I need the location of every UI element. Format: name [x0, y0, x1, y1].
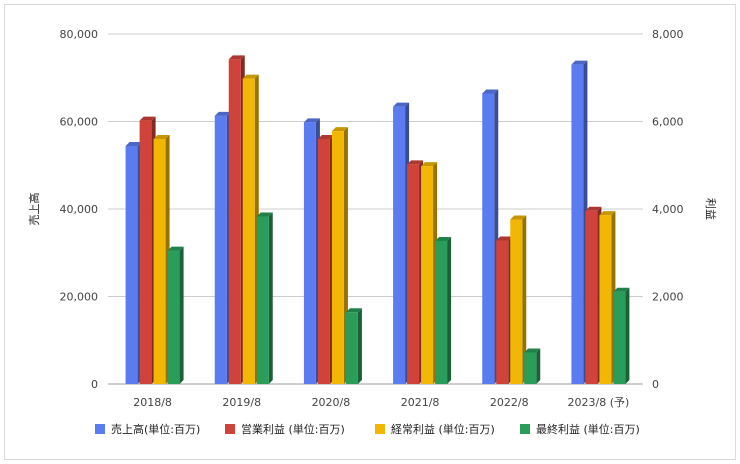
x-tick-label: 2022/8	[490, 396, 529, 409]
bar	[317, 135, 334, 384]
bar	[167, 246, 184, 384]
x-tick-label: 2018/8	[133, 396, 172, 409]
bar	[613, 287, 630, 384]
bar	[303, 118, 320, 384]
legend: 売上高(単位:百万) 営業利益 (単位:百万) 経常利益 (単位:百万) 最終利益 (…	[95, 422, 640, 436]
y2-tick-label: 2,000	[652, 291, 684, 304]
y2-axis-title: 利益	[704, 198, 718, 220]
x-tick-label: 2021/8	[401, 396, 440, 409]
legend-label: 売上高(単位:百万)	[111, 422, 200, 436]
bar	[139, 116, 156, 384]
gridlines	[108, 33, 643, 385]
bar	[524, 348, 541, 384]
legend-label: 最終利益 (単位:百万)	[536, 422, 640, 436]
bar	[256, 212, 273, 384]
y-tick-label: 60,000	[60, 116, 99, 129]
bar	[228, 55, 245, 384]
legend-item: 経常利益 (単位:百万)	[375, 422, 495, 436]
bar	[496, 236, 513, 384]
bar	[407, 160, 424, 384]
y-tick-label: 20,000	[60, 291, 99, 304]
bar	[331, 127, 348, 384]
x-tick-label: 2019/8	[222, 396, 261, 409]
x-axis-ticks: 2018/8 2019/8 2020/8 2021/8 2022/8 2023/8 (予)	[133, 396, 629, 409]
legend-swatch	[225, 424, 235, 434]
bar	[125, 142, 142, 384]
y-tick-label: 40,000	[60, 203, 99, 216]
y-tick-label: 80,000	[60, 28, 99, 41]
bar	[345, 308, 362, 384]
legend-swatch	[95, 424, 105, 434]
bar	[153, 135, 170, 384]
legend-swatch	[520, 424, 530, 434]
bar	[571, 60, 588, 384]
legend-item: 売上高(単位:百万)	[95, 422, 200, 436]
y-tick-label: 0	[91, 378, 98, 391]
bar	[214, 111, 231, 384]
bar	[421, 162, 438, 384]
x-tick-label: 2020/8	[312, 396, 351, 409]
y2-tick-label: 8,000	[652, 28, 684, 41]
bar	[585, 206, 602, 384]
y2-tick-label: 0	[652, 378, 659, 391]
bar	[599, 211, 616, 384]
y2-tick-label: 4,000	[652, 203, 684, 216]
bars	[125, 55, 630, 384]
right-axis-ticks: 0 2,000 4,000 6,000 8,000	[652, 28, 684, 391]
y-axis-title: 売上高	[27, 193, 41, 226]
bar	[510, 215, 527, 384]
bar	[435, 236, 452, 384]
legend-item: 営業利益 (単位:百万)	[225, 422, 345, 436]
y2-tick-label: 6,000	[652, 116, 684, 129]
bar	[393, 102, 410, 384]
legend-item: 最終利益 (単位:百万)	[520, 422, 640, 436]
legend-label: 営業利益 (単位:百万)	[241, 422, 345, 436]
bar	[482, 89, 499, 384]
left-axis-ticks: 0 20,000 40,000 60,000 80,000	[60, 28, 99, 391]
bar	[242, 74, 259, 384]
legend-swatch	[375, 424, 385, 434]
legend-label: 経常利益 (単位:百万)	[391, 422, 495, 436]
x-tick-label: 2023/8 (予)	[568, 396, 630, 409]
